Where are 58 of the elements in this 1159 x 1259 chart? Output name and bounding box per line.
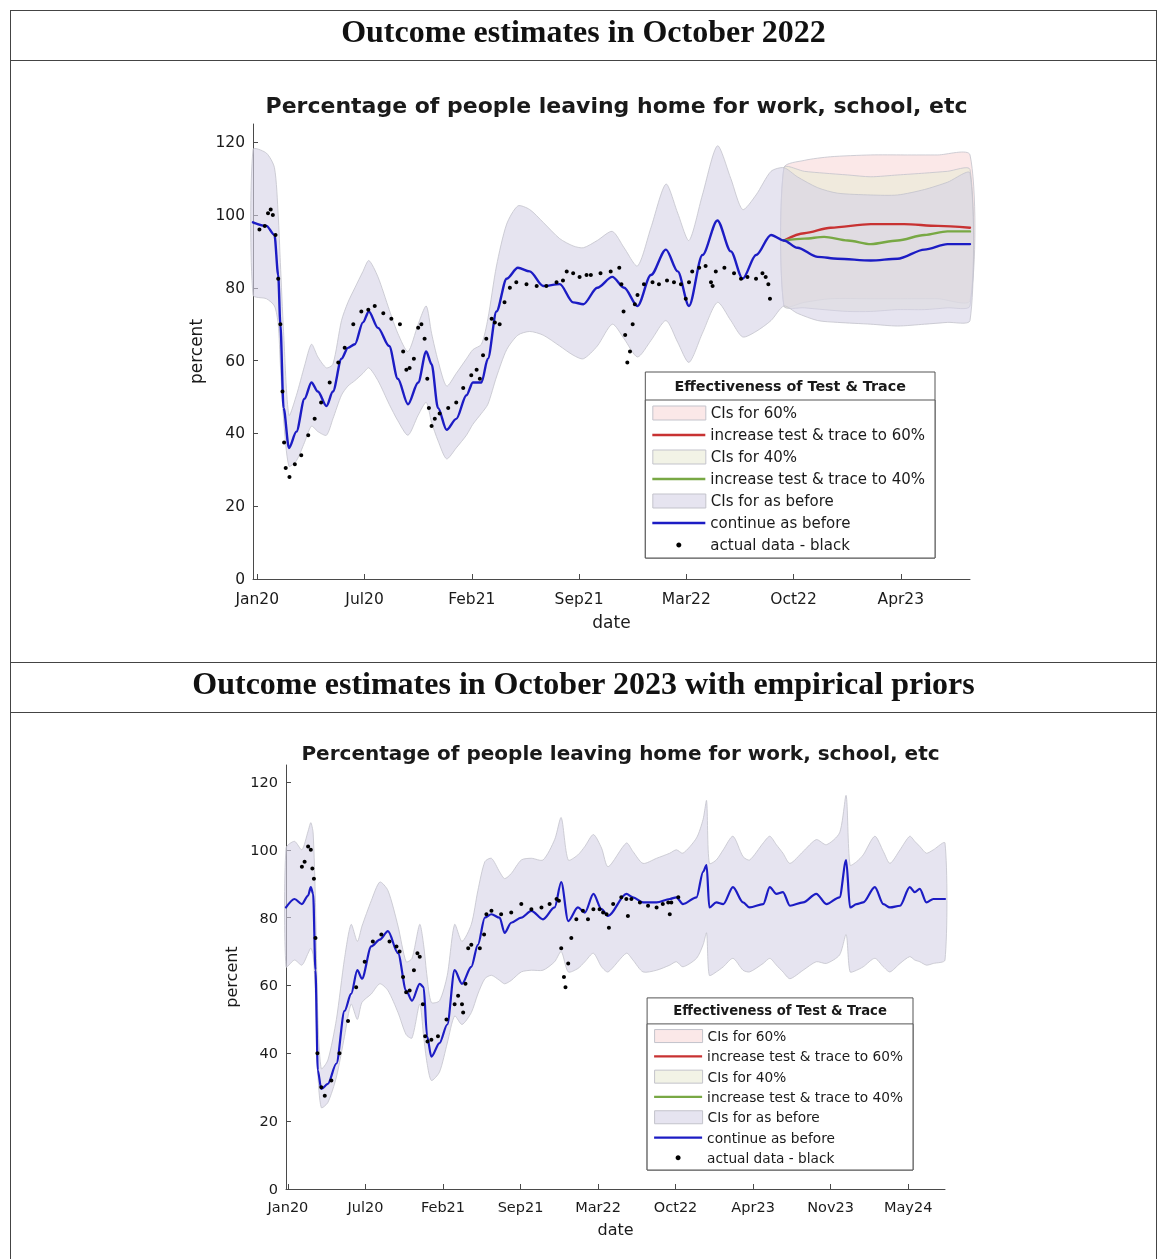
- x-tick-label: Jan20: [234, 590, 280, 608]
- legend-title: Effectiveness of Test & Trace: [673, 1003, 887, 1019]
- legend-label: increase test & trace to 40%: [710, 470, 926, 488]
- x-tick-label: Oct22: [653, 1198, 698, 1215]
- x-tick-label: May24: [883, 1198, 933, 1215]
- x-tick-label: Feb21: [448, 590, 496, 608]
- chart-title: Percentage of people leaving home for work, school, etc: [301, 740, 940, 765]
- x-axis-title: date: [592, 611, 631, 632]
- y-tick-label: 60: [225, 351, 245, 370]
- y-tick-label: 0: [268, 1181, 278, 1197]
- line-series: [284, 858, 947, 1091]
- y-tick-label: 120: [250, 773, 278, 790]
- x-tick-label: Apr23: [877, 590, 925, 608]
- y-tick-label: 0: [235, 570, 245, 588]
- legend-label: continue as before: [710, 514, 851, 532]
- y-axis-title: percent: [221, 946, 241, 1008]
- text: Outcome estimates in October 2022: [341, 12, 826, 50]
- legend-label: increase test & trace to 60%: [707, 1048, 904, 1065]
- x-tick-label: Jul20: [346, 1198, 384, 1215]
- x-tick-label: Jul20: [344, 590, 384, 608]
- legend-label: increase test & trace to 40%: [707, 1088, 904, 1105]
- x-tick-label: Sep21: [554, 590, 604, 608]
- y-tick-label: 40: [259, 1045, 278, 1062]
- x-tick-label: Sep21: [497, 1198, 544, 1215]
- legend-label: CIs for 60%: [707, 1028, 787, 1045]
- legend-label: CIs for as before: [707, 1109, 820, 1126]
- y-axis-title: percent: [186, 318, 207, 385]
- legend-label: increase test & trace to 60%: [710, 426, 926, 444]
- x-tick-label: Apr23: [731, 1198, 775, 1215]
- legend-label: actual data - black: [710, 536, 851, 554]
- legend-label: CIs for 40%: [710, 448, 798, 466]
- y-tick-label: 20: [225, 497, 245, 516]
- legend-label: actual data - black: [707, 1149, 835, 1166]
- y-tick-label: 80: [225, 278, 245, 297]
- line-series: [251, 219, 972, 450]
- x-tick-label: Jan20: [266, 1198, 309, 1215]
- x-tick-label: Oct22: [770, 590, 817, 608]
- y-tick-label: 80: [259, 909, 278, 926]
- legend-title: Effectiveness of Test & Trace: [674, 378, 906, 394]
- legend-label: continue as before: [707, 1129, 835, 1146]
- text: Outcome estimates in October 2023 with empirical priors: [192, 664, 975, 702]
- y-tick-label: 40: [225, 424, 245, 443]
- y-tick-label: 100: [250, 841, 278, 858]
- line-series: [782, 222, 972, 242]
- y-tick-label: 120: [215, 133, 245, 152]
- y-tick-label: 20: [259, 1113, 278, 1130]
- legend-label: CIs for 60%: [710, 404, 798, 422]
- x-axis-title: date: [597, 1219, 634, 1239]
- legend-label: CIs for as before: [710, 492, 834, 510]
- x-tick-label: Nov23: [807, 1198, 855, 1215]
- chart-title: Percentage of people leaving home for work, school, etc: [265, 92, 968, 118]
- x-tick-label: Feb21: [420, 1198, 466, 1215]
- legend-label: CIs for 40%: [707, 1068, 787, 1085]
- y-tick-label: 100: [215, 206, 245, 224]
- line-series: [782, 230, 972, 246]
- x-tick-label: Mar22: [661, 590, 711, 608]
- x-tick-label: Mar22: [575, 1198, 621, 1215]
- y-tick-label: 60: [259, 977, 278, 994]
